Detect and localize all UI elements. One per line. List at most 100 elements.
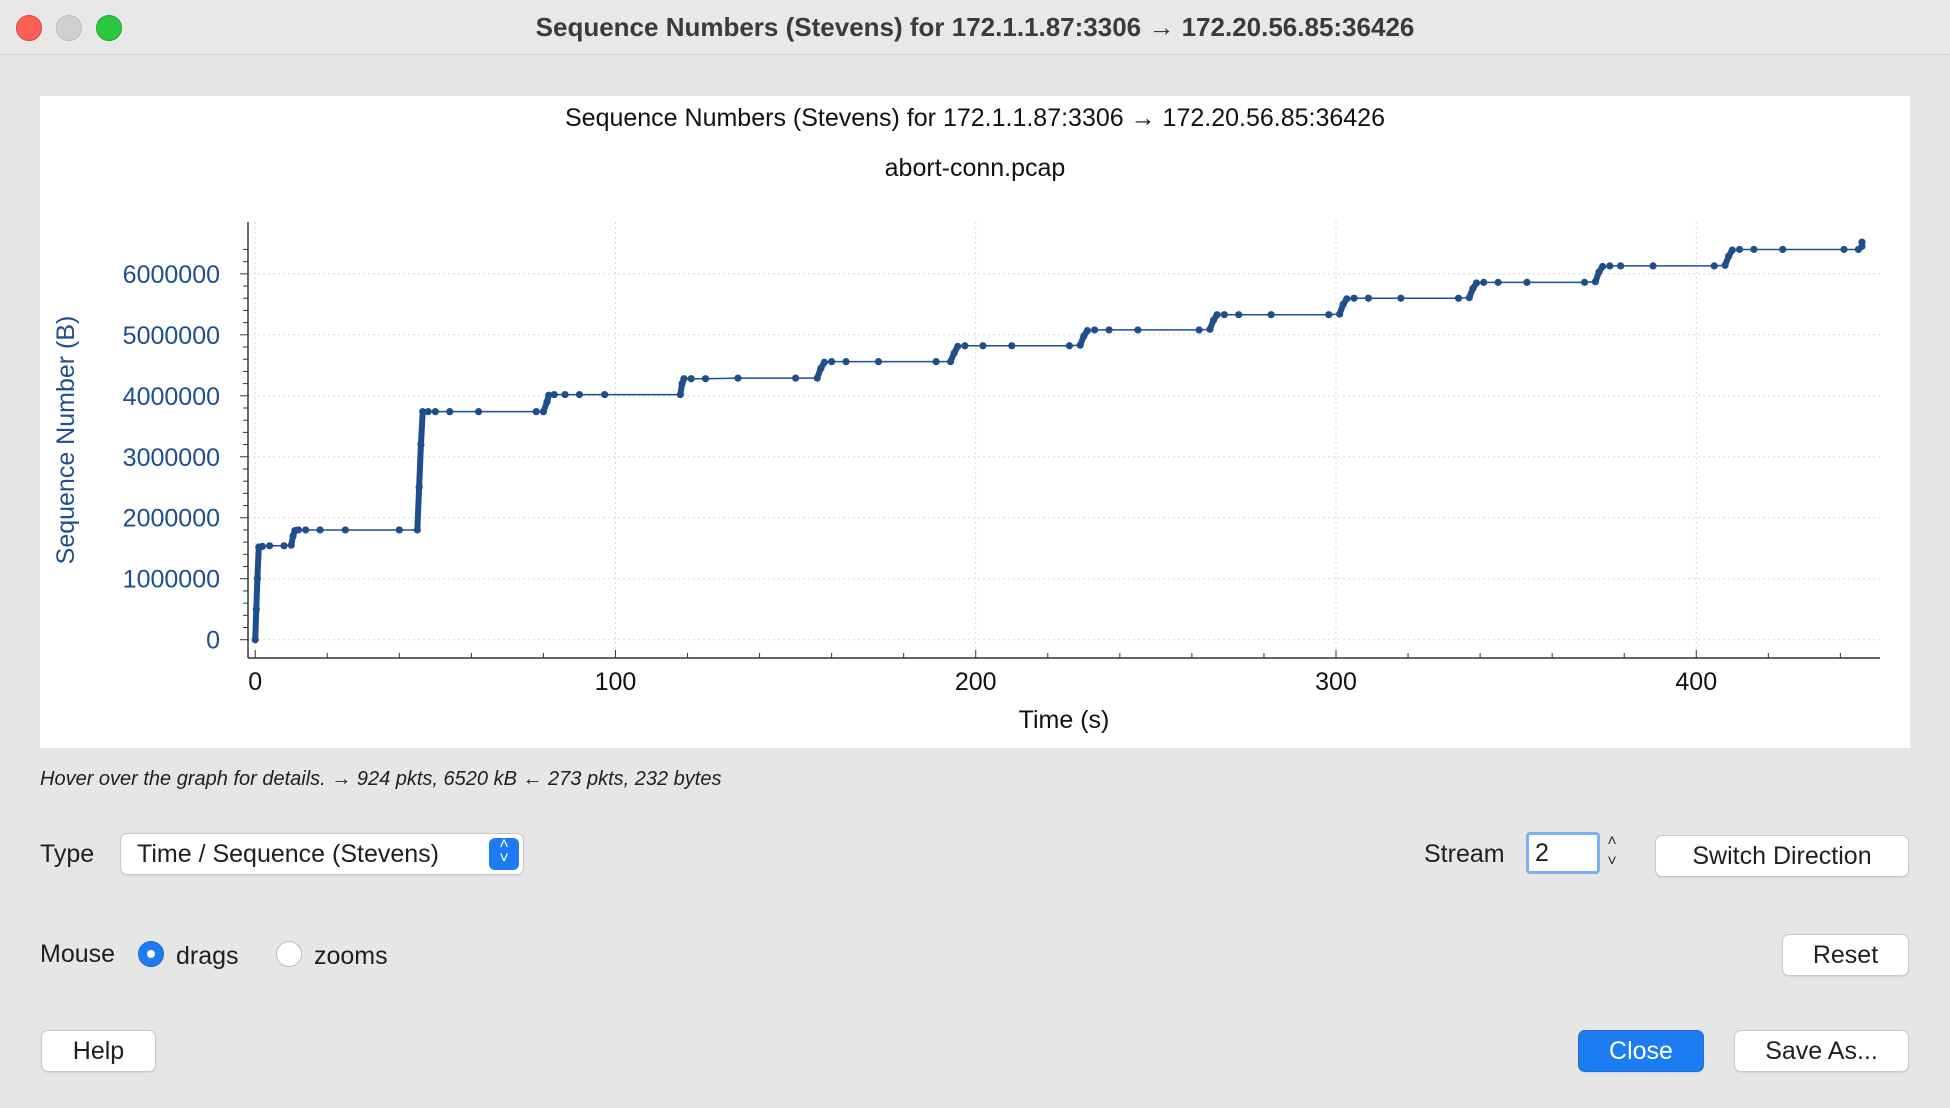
data-point [1480,278,1488,286]
data-point [946,358,955,366]
type-select[interactable]: Time / Sequence (Stevens) ˄ ˅ [120,833,524,875]
reset-button[interactable]: Reset [1782,934,1909,976]
x-tick-label: 400 [1675,668,1717,696]
data-point [1735,245,1744,254]
data-point [419,408,427,416]
data-point [813,374,821,382]
help-button[interactable]: Help [41,1030,156,1072]
data-point [932,358,940,366]
y-tick-label: 5000000 [123,322,220,350]
data-point [1649,262,1657,270]
graph-panel[interactable]: Sequence Numbers (Stevens) for 172.1.1.8… [40,96,1910,748]
data-point [280,542,288,550]
stream-input[interactable]: 2 [1526,832,1600,874]
data-point [701,375,710,383]
data-point [676,390,684,399]
save-as-button[interactable]: Save As... [1734,1030,1909,1072]
data-point [561,390,569,399]
data-point [1267,311,1275,319]
data-point [1008,342,1016,350]
series-burst [414,484,423,533]
data-point [266,542,274,550]
data-point [1364,294,1373,302]
sequence-chart[interactable]: Sequence Numbers (Stevens) for 172.1.1.8… [40,96,1910,748]
data-point [1469,284,1477,293]
data-point [532,408,540,416]
data-point [1076,341,1084,349]
series-line [254,242,1863,640]
data-point [415,483,423,491]
data-point [1083,326,1092,335]
data-point [1134,326,1142,334]
y-axis-label: Sequence Number (B) [52,316,80,565]
stream-stepper[interactable]: ˄ ˅ [1607,833,1617,870]
series-burst [416,441,424,491]
data-point [316,526,324,534]
data-point [1591,278,1599,286]
data-point [817,364,825,372]
data-point [1580,278,1589,286]
data-point [446,408,454,416]
data-point [820,358,829,366]
minimize-window-button[interactable] [56,15,82,41]
data-point [1350,294,1358,302]
drags-radio[interactable] [138,941,164,967]
close-button[interactable]: Close [1578,1030,1704,1072]
y-tick-label: 0 [206,627,220,655]
data-point [1397,294,1405,302]
y-tick-label: 2000000 [123,505,220,533]
x-tick-label: 100 [595,668,637,696]
data-point [734,374,742,382]
x-tick-label: 200 [955,668,997,696]
window-title: Sequence Numbers (Stevens) for 172.1.1.8… [535,12,1415,42]
chart-title: Sequence Numbers (Stevens) for 172.1.1.8… [565,104,1385,132]
series-burst [254,544,262,582]
data-point [828,358,836,366]
data-point [1595,268,1603,276]
data-point [258,542,267,551]
data-point [302,526,310,534]
data-point [550,390,558,399]
data-point [1206,325,1214,333]
data-point [417,440,425,449]
type-label: Type [40,840,95,868]
data-point [543,398,551,406]
data-point [1617,262,1625,270]
close-window-button[interactable] [16,15,42,41]
x-tick-label: 300 [1315,668,1357,696]
chart-subtitle: abort-conn.pcap [885,154,1066,182]
series-burst [253,575,261,613]
type-select-value: Time / Sequence (Stevens) [137,840,439,868]
drags-radio-label[interactable]: drags [176,942,239,970]
data-point [1065,342,1074,350]
data-point [680,375,688,383]
data-point [874,358,883,366]
data-point [545,391,553,399]
data-point [474,408,483,416]
data-point [1779,245,1787,254]
data-point [1710,262,1718,270]
zooms-radio-label[interactable]: zooms [314,942,388,970]
data-point [954,342,962,350]
switch-direction-button[interactable]: Switch Direction [1655,835,1909,877]
data-point [431,408,439,416]
data-point [961,342,969,350]
zooms-radio[interactable] [276,941,302,967]
x-axis-label: Time (s) [1019,706,1110,734]
data-point [601,390,609,399]
data-point [341,526,349,534]
data-point [1606,262,1614,270]
data-point [1721,261,1729,269]
data-point [252,605,260,613]
data-point [1325,311,1333,319]
data-point [1339,300,1347,308]
data-point [1523,278,1531,286]
data-point [251,636,259,644]
data-point [1598,262,1607,271]
data-point [395,526,403,534]
data-point [1840,245,1848,254]
data-point [424,408,432,416]
maximize-window-button[interactable] [96,15,122,41]
data-point [253,575,261,583]
data-point [413,526,421,534]
